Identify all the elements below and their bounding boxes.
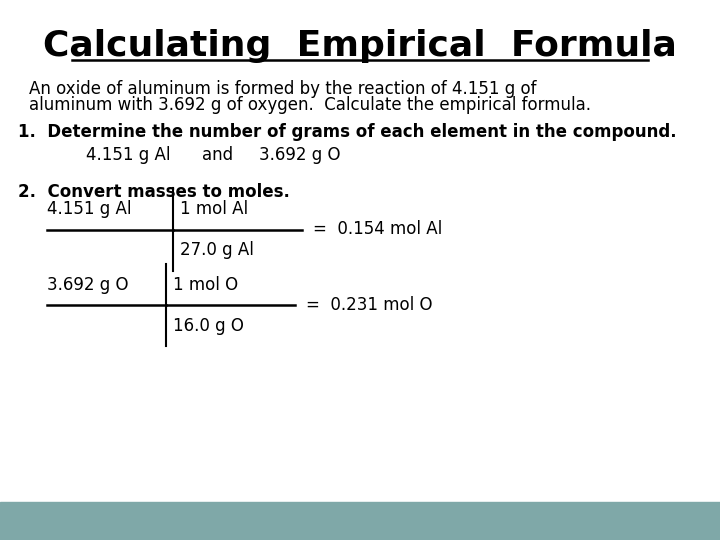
Text: 1.  Determine the number of grams of each element in the compound.: 1. Determine the number of grams of each… bbox=[18, 123, 677, 141]
Text: =  0.231 mol O: = 0.231 mol O bbox=[306, 296, 433, 314]
Text: An oxide of aluminum is formed by the reaction of 4.151 g of: An oxide of aluminum is formed by the re… bbox=[29, 79, 536, 98]
Text: 1 mol O: 1 mol O bbox=[173, 275, 238, 294]
Text: 2.  Convert masses to moles.: 2. Convert masses to moles. bbox=[18, 183, 290, 201]
Text: 3.692 g O: 3.692 g O bbox=[47, 275, 128, 294]
Text: and: and bbox=[202, 146, 233, 164]
Bar bbox=[0, 502, 720, 540]
Text: aluminum with 3.692 g of oxygen.  Calculate the empirical formula.: aluminum with 3.692 g of oxygen. Calcula… bbox=[29, 96, 591, 114]
Text: Calculating  Empirical  Formula: Calculating Empirical Formula bbox=[43, 29, 677, 63]
Text: =  0.154 mol Al: = 0.154 mol Al bbox=[313, 220, 443, 239]
Text: 27.0 g Al: 27.0 g Al bbox=[180, 241, 254, 259]
Text: 16.0 g O: 16.0 g O bbox=[173, 316, 243, 335]
Text: 4.151 g Al: 4.151 g Al bbox=[47, 200, 131, 218]
Text: 4.151 g Al: 4.151 g Al bbox=[86, 146, 171, 164]
Text: 3.692 g O: 3.692 g O bbox=[259, 146, 341, 164]
Text: 1 mol Al: 1 mol Al bbox=[180, 200, 248, 218]
